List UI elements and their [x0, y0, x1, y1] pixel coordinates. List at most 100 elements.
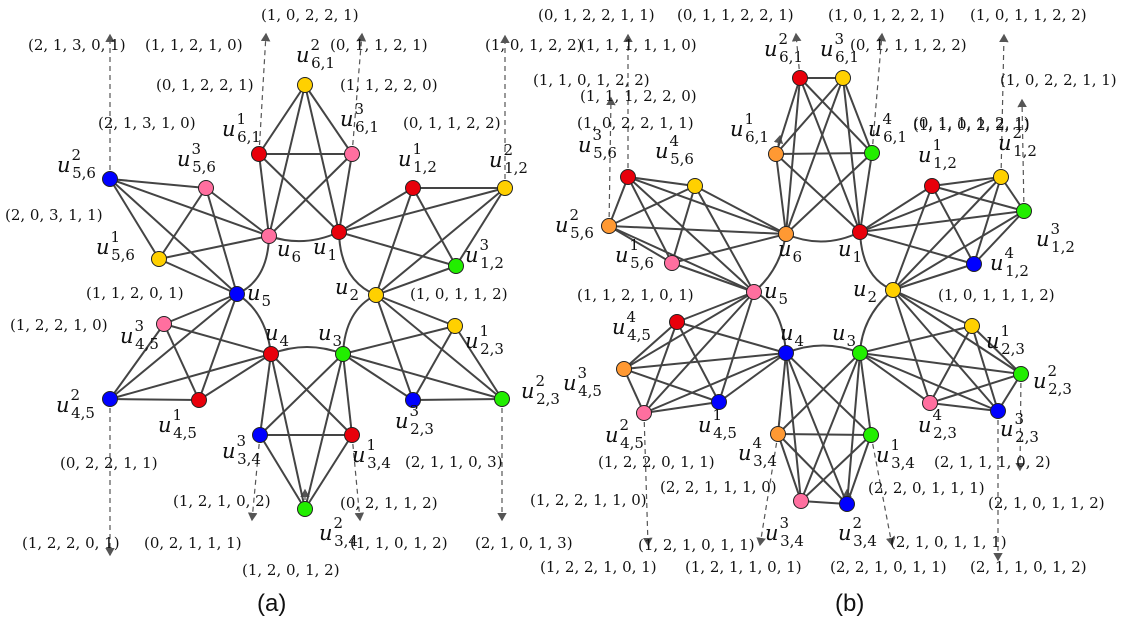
edge [109, 178, 270, 237]
node-label-u4: u4 [265, 321, 289, 350]
node-label-u3: u3 [832, 321, 856, 350]
edge [259, 353, 344, 436]
edge [859, 152, 873, 233]
graph-panel-b: u1 u2 u3 u4 u5 u6 u1 1,2 u2 1,2 u3 1,2u4 1,2 u1 2,3u2 2… [530, 6, 1117, 617]
node-label-u34_4: u4 3,4 [738, 434, 777, 470]
edge [270, 353, 306, 510]
node-u34_3 [252, 427, 268, 443]
edge [846, 352, 861, 505]
edge [775, 77, 801, 155]
edge [304, 84, 353, 155]
edge [375, 294, 456, 327]
node-u61_2 [792, 70, 808, 86]
node-label-u2: u2 [853, 277, 877, 306]
tuple-label: (1, 1, 2, 1, 0, 1) [577, 286, 694, 304]
node-label-u5: u5 [764, 279, 788, 308]
edge [627, 176, 673, 264]
tuple-label: (1, 1, 0, 1, 2, 2) [533, 71, 650, 89]
edge [718, 291, 755, 403]
node-label-u61_1: u1 6,1 [730, 110, 769, 146]
node-u4 [778, 345, 794, 361]
node-u34_2 [297, 501, 313, 517]
edge [304, 353, 344, 510]
edge [608, 176, 629, 227]
node-label-u34_3: u3 3,4 [222, 432, 261, 468]
node-u34_1 [344, 427, 360, 443]
edge [892, 263, 975, 291]
edge [304, 434, 353, 510]
edge [412, 398, 503, 401]
node-u23_1 [964, 318, 980, 334]
node-u3 [335, 346, 351, 362]
edge [338, 231, 457, 267]
node-u23_2 [494, 391, 510, 407]
node-label-u5: u5 [247, 281, 271, 310]
edge [785, 352, 848, 505]
node-label-u12_3: u3 1,2 [1036, 220, 1075, 256]
tuple-label: (1, 1, 2, 1, 0) [145, 36, 243, 54]
node-u6 [778, 226, 794, 242]
node-u12_2 [993, 169, 1009, 185]
tuple-label: (2, 0, 3, 1, 1) [5, 206, 103, 224]
node-label-u56_4: u4 5,6 [655, 132, 694, 168]
edge [608, 225, 755, 293]
edge [627, 176, 696, 187]
node-u34_4 [770, 426, 786, 442]
edge [777, 433, 802, 502]
node-u23_4 [922, 395, 938, 411]
node-u56_4 [687, 178, 703, 194]
annotation-arrows [105, 32, 510, 557]
tuple-label: (2, 1, 3, 1, 0) [98, 114, 196, 132]
edge [971, 325, 999, 412]
edge [342, 353, 414, 401]
node-u45_3 [156, 316, 172, 332]
edge [643, 401, 720, 414]
tuple-label: (0, 1, 1, 2, 2, 1) [677, 6, 794, 24]
edge [109, 178, 160, 260]
node-u1 [331, 224, 347, 240]
edge [338, 153, 353, 233]
edge [842, 77, 861, 233]
edge [158, 235, 270, 260]
node-label-u12_2: u2 1,2 [998, 124, 1037, 160]
node-u45_2 [102, 391, 118, 407]
node-label-u56_2: u2 5,6 [555, 206, 594, 242]
node-u61_3 [835, 70, 851, 86]
tuple-label: (0, 1, 1, 1, 2, 2) [850, 36, 967, 54]
node-label-u4: u4 [780, 321, 804, 350]
tuple-label: (1, 1, 2, 0, 1) [86, 284, 184, 302]
edge [163, 293, 238, 325]
node-u45_2 [636, 405, 652, 421]
dashed-arrow [870, 434, 896, 547]
tuple-label: (1, 2, 0, 1, 2) [242, 561, 340, 579]
node-label-u12_3: u3 1,2 [465, 236, 504, 272]
node-u4 [263, 346, 279, 362]
tuple-label: (1, 1, 0, 1, 2) [350, 534, 448, 552]
edge [859, 231, 975, 265]
node-label-u45_3: u3 4,5 [563, 364, 602, 400]
edge [859, 352, 872, 436]
edge [268, 84, 306, 237]
node-label-u23_1: u1 2,3 [465, 322, 504, 358]
edge [342, 353, 353, 436]
tuple-label: (1, 2, 2, 1, 0, 1) [540, 558, 657, 576]
tuple-label: (0, 1, 2, 2, 1) [156, 76, 254, 94]
node-u61_1 [768, 146, 784, 162]
edge [892, 185, 933, 291]
edge [258, 153, 340, 233]
edge [608, 185, 696, 227]
node-label-u1: u1 [313, 235, 337, 264]
node-u12_4 [966, 256, 982, 272]
tuple-label: (0, 1, 1, 1, 2, 1) [913, 114, 1030, 132]
edge [676, 321, 720, 403]
node-u2 [368, 287, 384, 303]
edge [623, 352, 787, 370]
node-u6 [261, 228, 277, 244]
tuple-label: (2, 1, 1, 0, 1, 2) [970, 558, 1087, 576]
edge [859, 352, 999, 412]
node-label-u56_3: u3 5,6 [177, 140, 216, 176]
edge [777, 352, 861, 435]
edge [775, 152, 873, 155]
node-u56_1 [151, 251, 167, 267]
edge [694, 185, 787, 235]
